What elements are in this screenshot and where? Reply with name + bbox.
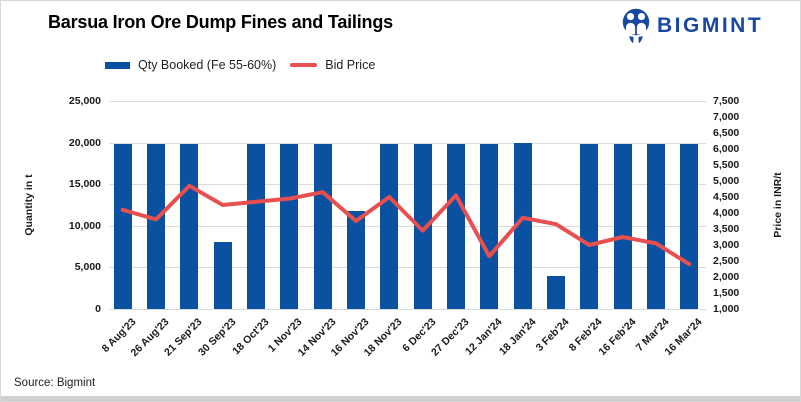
qty-bar xyxy=(580,144,599,309)
right-axis-title: Price in INR/t xyxy=(772,172,784,238)
gridline xyxy=(109,184,706,186)
bigmint-logo[interactable]: BIGMINT xyxy=(621,8,763,44)
left-axis-tick: 15,000 xyxy=(68,178,101,191)
window-bottom-edge xyxy=(1,396,800,401)
right-axis-tick: 6,000 xyxy=(713,143,740,155)
right-axis-tick: 4,000 xyxy=(713,207,740,219)
left-axis-title: Quantity in t xyxy=(23,174,35,236)
right-axis-tick: 7,000 xyxy=(713,111,740,123)
qty-bar xyxy=(446,144,465,309)
right-axis-tick: 5,000 xyxy=(713,175,740,187)
legend-item-bid-price[interactable]: Bid Price xyxy=(290,58,375,72)
right-axis-tick: 6,500 xyxy=(713,127,740,139)
qty-booked-swatch-icon xyxy=(105,61,130,69)
right-axis-tick: 2,000 xyxy=(713,271,740,283)
legend-label-bid-price: Bid Price xyxy=(325,58,376,72)
qty-bar xyxy=(680,144,699,309)
qty-bar xyxy=(646,144,665,309)
qty-bar xyxy=(147,144,166,309)
qty-bar xyxy=(380,144,399,309)
right-axis-tick: 3,000 xyxy=(713,239,740,251)
qty-bar xyxy=(280,144,299,309)
qty-bar xyxy=(347,210,365,309)
right-axis-tick: 3,500 xyxy=(713,223,740,235)
qty-bar xyxy=(213,242,232,309)
qty-bar xyxy=(113,144,132,309)
qty-bar xyxy=(180,144,199,309)
right-axis-tick: 5,500 xyxy=(713,159,740,171)
gridline xyxy=(109,225,706,227)
plot-area xyxy=(109,101,706,310)
qty-bar xyxy=(413,144,432,309)
qty-bar xyxy=(513,142,532,309)
legend-label-qty-booked: Qty Booked (Fe 55-60%) xyxy=(138,58,277,72)
bid-price-line xyxy=(120,183,692,267)
right-axis-tick: 2,500 xyxy=(713,255,740,267)
bigmint-logo-icon xyxy=(621,8,651,44)
chart-legend: Qty Booked (Fe 55-60%) Bid Price xyxy=(105,58,375,72)
left-axis-tick: 0 xyxy=(95,303,101,315)
legend-item-qty-booked[interactable]: Qty Booked (Fe 55-60%) xyxy=(105,58,276,72)
bigmint-logo-text: BIGMINT xyxy=(657,14,764,37)
chart-title: Barsua Iron Ore Dump Fines and Tailings xyxy=(48,12,393,32)
left-axis-tick: 20,000 xyxy=(68,136,101,149)
qty-bar xyxy=(247,144,266,309)
right-axis-tick: 7,500 xyxy=(713,95,740,107)
gridline xyxy=(109,101,706,102)
gridline xyxy=(109,309,706,310)
qty-bar xyxy=(480,144,499,309)
qty-bar xyxy=(313,144,332,309)
right-axis-tick: 1,000 xyxy=(713,303,740,315)
right-axis-tick: 1,500 xyxy=(713,287,740,299)
right-axis-tick: 4,500 xyxy=(713,191,740,203)
qty-bar xyxy=(546,275,565,309)
left-axis-tick: 25,000 xyxy=(68,95,101,107)
left-axis-tick: 5,000 xyxy=(74,261,101,274)
qty-bar xyxy=(613,144,632,309)
left-axis-tick: 10,000 xyxy=(68,219,101,232)
bid-price-swatch-icon xyxy=(290,63,318,67)
gridline xyxy=(109,267,706,269)
gridline xyxy=(109,142,706,144)
source-note: Source: Bigmint xyxy=(14,377,96,389)
